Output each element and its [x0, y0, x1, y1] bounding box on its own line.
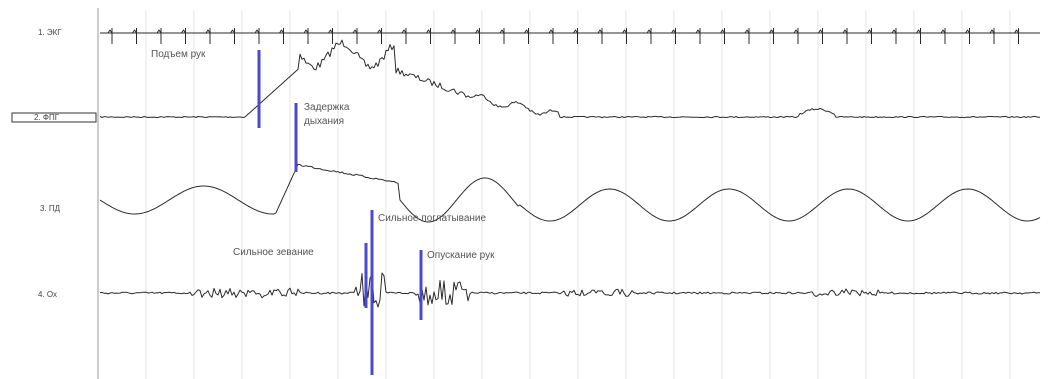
ecg-trace: [100, 28, 1040, 44]
oximetry-trace: [99, 272, 1041, 308]
annotation-arms-up: Подъем рук: [151, 49, 206, 60]
channel-label-resp: 3. ПД: [40, 204, 61, 213]
channel-label-box: [11, 112, 97, 123]
traces: [99, 28, 1041, 308]
annotation-swallow: Сильное поглатывание: [378, 213, 486, 224]
channel-label-ppg: 2. ФПГ: [34, 113, 60, 122]
ppg-trace: [99, 39, 1040, 119]
annotation-arms-down: Опускание рук: [427, 250, 495, 261]
channel-label-ox: 4. Ох: [38, 290, 57, 299]
annotation-yawn: Сильное зевание: [233, 247, 314, 258]
annotation-breath-hold-line1: Задержка: [304, 102, 350, 113]
grid-lines: [97, 10, 1011, 379]
annotation-breath-hold-line2: дыхания: [304, 116, 344, 127]
respiration-trace: [99, 163, 1041, 223]
channel-label-ecg: 1. ЭКГ: [38, 28, 62, 37]
